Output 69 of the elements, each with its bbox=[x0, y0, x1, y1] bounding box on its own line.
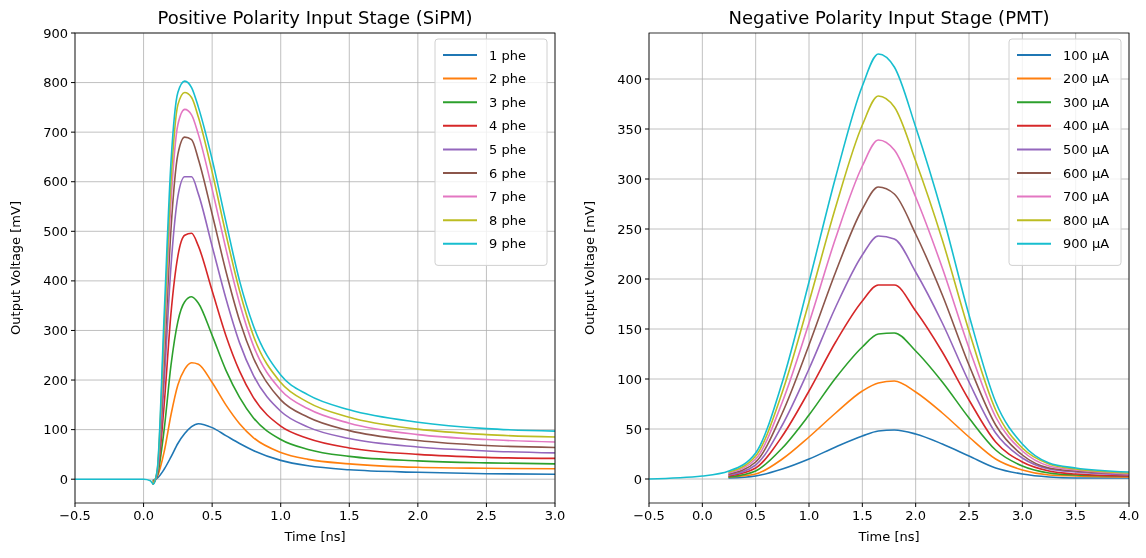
legend-label: 100 µA bbox=[1063, 47, 1110, 63]
y-tick-label: 350 bbox=[617, 121, 642, 137]
x-tick-label: 2.5 bbox=[476, 508, 497, 523]
y-axis-title: Output Voltage [mV] bbox=[8, 201, 23, 335]
chart-title: Negative Polarity Input Stage (PMT) bbox=[728, 7, 1050, 28]
x-tick-label: 1.0 bbox=[798, 508, 820, 523]
legend-label: 200 µA bbox=[1063, 71, 1110, 87]
y-tick-label: 150 bbox=[617, 321, 642, 337]
y-tick-label: 0 bbox=[633, 471, 642, 487]
x-tick-label: 2.5 bbox=[958, 508, 980, 523]
y-tick-label: 700 bbox=[43, 124, 68, 140]
legend-label: 6 phe bbox=[489, 165, 526, 181]
line-series bbox=[152, 422, 555, 481]
legend-label: 700 µA bbox=[1063, 189, 1110, 205]
legend-label: 7 phe bbox=[489, 189, 526, 205]
y-tick-label: 0 bbox=[59, 471, 68, 487]
line-series bbox=[728, 429, 1129, 479]
legend-label: 1 phe bbox=[489, 47, 526, 63]
x-tick-label: −0.5 bbox=[59, 508, 91, 523]
legend-label: 600 µA bbox=[1063, 165, 1110, 181]
line-series bbox=[728, 235, 1129, 476]
line-series bbox=[728, 380, 1129, 478]
y-tick-label: 250 bbox=[617, 221, 642, 237]
line-series bbox=[728, 284, 1129, 477]
line-series bbox=[152, 361, 555, 482]
x-tick-label: 1.5 bbox=[851, 508, 873, 523]
legend-label: 400 µA bbox=[1063, 118, 1110, 134]
y-tick-label: 300 bbox=[43, 323, 68, 339]
x-tick-label: 3.0 bbox=[544, 508, 566, 523]
x-tick-label: 3.0 bbox=[1011, 508, 1033, 523]
x-tick-label: 4.0 bbox=[1118, 508, 1140, 523]
chart-title: Positive Polarity Input Stage (SiPM) bbox=[157, 7, 473, 28]
x-tick-label: 1.0 bbox=[270, 508, 292, 523]
legend-label: 9 phe bbox=[489, 236, 526, 252]
x-tick-label: 0.5 bbox=[745, 508, 767, 523]
legend-label: 300 µA bbox=[1063, 94, 1110, 110]
line-series bbox=[649, 53, 1129, 480]
y-tick-label: 500 bbox=[43, 223, 68, 239]
y-tick-label: 100 bbox=[617, 371, 642, 387]
legend-label: 900 µA bbox=[1063, 236, 1110, 252]
legend-label: 8 phe bbox=[489, 212, 526, 228]
x-tick-label: 3.5 bbox=[1065, 508, 1087, 523]
y-tick-label: 600 bbox=[43, 174, 68, 190]
legend-label: 800 µA bbox=[1063, 212, 1110, 228]
x-axis-title: Time [ns] bbox=[857, 529, 920, 544]
y-tick-label: 300 bbox=[617, 171, 642, 187]
x-tick-label: 0.0 bbox=[133, 508, 154, 523]
y-tick-label: 900 bbox=[43, 25, 68, 41]
legend-label: 2 phe bbox=[489, 71, 526, 87]
y-axis-title: Output Voltage [mV] bbox=[582, 201, 597, 335]
y-tick-label: 200 bbox=[43, 372, 68, 388]
x-tick-label: 2.0 bbox=[407, 508, 429, 523]
y-tick-label: 50 bbox=[625, 421, 642, 437]
y-tick-label: 400 bbox=[617, 71, 642, 87]
x-tick-label: −0.5 bbox=[633, 508, 665, 523]
y-tick-label: 400 bbox=[43, 273, 68, 289]
legend-label: 4 phe bbox=[489, 118, 526, 134]
x-tick-label: 0.0 bbox=[691, 508, 713, 523]
x-tick-label: 2.0 bbox=[905, 508, 927, 523]
y-tick-label: 100 bbox=[43, 422, 68, 438]
y-tick-label: 200 bbox=[617, 271, 642, 287]
y-tick-label: 800 bbox=[43, 75, 68, 91]
legend-label: 3 phe bbox=[489, 94, 526, 110]
line-series bbox=[152, 232, 555, 484]
legend-label: 5 phe bbox=[489, 141, 526, 157]
legend-label: 500 µA bbox=[1063, 141, 1110, 157]
x-tick-label: 0.5 bbox=[201, 508, 223, 523]
x-axis-title: Time [ns] bbox=[283, 529, 346, 544]
x-tick-label: 1.5 bbox=[338, 508, 360, 523]
